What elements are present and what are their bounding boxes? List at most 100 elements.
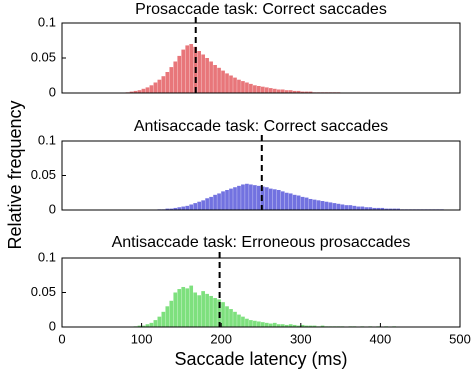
bar bbox=[201, 291, 205, 327]
bar bbox=[149, 85, 154, 93]
bar bbox=[241, 316, 245, 327]
bar bbox=[261, 86, 265, 93]
bar bbox=[201, 200, 205, 210]
bar bbox=[288, 324, 293, 327]
bar bbox=[169, 208, 174, 210]
bar bbox=[280, 324, 285, 327]
bar bbox=[312, 199, 317, 210]
bar bbox=[225, 306, 229, 327]
bar bbox=[340, 204, 345, 210]
bar bbox=[233, 77, 237, 93]
y-tick-label: 0.1 bbox=[38, 249, 56, 264]
bar bbox=[368, 207, 373, 210]
bar bbox=[280, 191, 285, 210]
y-axis-label: Relative frequency bbox=[5, 100, 25, 249]
bar bbox=[380, 207, 385, 210]
x-tick-label: 500 bbox=[449, 331, 471, 346]
axes-box bbox=[61, 257, 461, 328]
bar bbox=[161, 311, 166, 327]
bar bbox=[193, 203, 198, 210]
bar bbox=[388, 208, 393, 210]
bar bbox=[145, 324, 150, 327]
bar bbox=[332, 203, 337, 210]
bar bbox=[249, 184, 253, 210]
bar bbox=[229, 309, 233, 327]
bar bbox=[300, 196, 305, 210]
bar bbox=[356, 206, 361, 210]
bar bbox=[257, 86, 261, 93]
y-tick-label: 0.1 bbox=[38, 132, 56, 147]
bar bbox=[276, 89, 281, 93]
bar bbox=[284, 324, 289, 327]
bar bbox=[253, 320, 257, 327]
bar bbox=[304, 325, 309, 327]
bar bbox=[288, 90, 293, 93]
bar bbox=[300, 324, 305, 327]
bar bbox=[181, 286, 186, 327]
x-tick-label: 100 bbox=[131, 331, 153, 346]
bar bbox=[173, 61, 178, 93]
bar bbox=[237, 79, 241, 93]
bar bbox=[241, 81, 245, 93]
bar bbox=[352, 205, 357, 210]
y-tick-label: 0.05 bbox=[31, 49, 56, 64]
bar bbox=[376, 207, 381, 210]
bar bbox=[284, 192, 289, 210]
bar bbox=[177, 207, 182, 210]
bar bbox=[189, 44, 194, 93]
bar bbox=[253, 185, 257, 210]
x-axis-label: Saccade latency (ms) bbox=[174, 349, 347, 369]
bar bbox=[304, 197, 309, 210]
axes-box bbox=[61, 22, 461, 94]
bar bbox=[348, 205, 353, 210]
bar bbox=[268, 88, 273, 93]
y-tick-label: 0 bbox=[49, 318, 56, 333]
bar bbox=[157, 316, 162, 327]
bar bbox=[245, 82, 249, 93]
bar bbox=[276, 189, 281, 210]
bar bbox=[217, 193, 221, 210]
bar bbox=[241, 184, 245, 210]
bar bbox=[288, 193, 293, 210]
bar bbox=[253, 85, 257, 93]
bar bbox=[320, 201, 325, 210]
bar bbox=[141, 325, 146, 327]
bar bbox=[296, 195, 301, 210]
bar bbox=[304, 91, 309, 93]
bar bbox=[249, 83, 253, 93]
x-tick-label: 200 bbox=[210, 331, 232, 346]
y-tick-label: 0.05 bbox=[31, 167, 56, 182]
bar bbox=[336, 203, 341, 210]
bar bbox=[185, 205, 190, 210]
bar bbox=[261, 322, 265, 327]
panel-title: Prosaccade task: Correct saccades bbox=[135, 1, 387, 18]
bar bbox=[209, 196, 213, 210]
bar bbox=[225, 189, 229, 210]
x-tick-label: 300 bbox=[290, 331, 312, 346]
bar bbox=[177, 55, 182, 93]
bar bbox=[209, 61, 213, 93]
bar bbox=[308, 325, 313, 327]
bar bbox=[284, 90, 289, 93]
bar bbox=[197, 295, 201, 327]
bar bbox=[229, 188, 233, 210]
bar bbox=[257, 185, 261, 210]
bar bbox=[169, 67, 174, 93]
bar bbox=[300, 91, 305, 93]
bar bbox=[396, 208, 400, 210]
bar bbox=[272, 88, 277, 93]
bar bbox=[205, 293, 209, 327]
bar bbox=[189, 285, 194, 327]
bar bbox=[177, 289, 182, 327]
bar bbox=[384, 208, 389, 210]
bar bbox=[213, 194, 217, 210]
y-tick-label: 0.1 bbox=[38, 14, 56, 29]
bar bbox=[165, 306, 170, 327]
x-tick-label: 400 bbox=[370, 331, 392, 346]
bar bbox=[225, 73, 229, 93]
bar bbox=[249, 320, 253, 327]
bar bbox=[141, 88, 146, 93]
bar bbox=[205, 198, 209, 210]
bar bbox=[328, 202, 333, 210]
